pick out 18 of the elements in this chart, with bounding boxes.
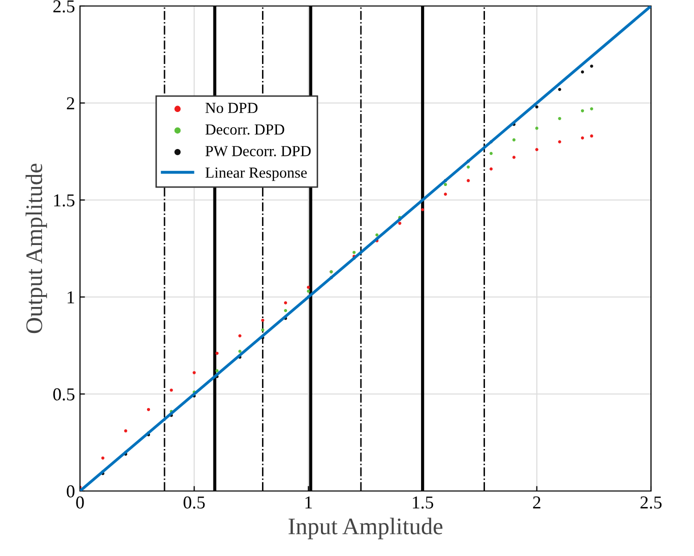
y-tick-label: 0 bbox=[66, 485, 74, 498]
y-tick-label: 2.5 bbox=[53, 0, 74, 13]
x-tick-label: 0 bbox=[76, 496, 84, 509]
x-tick-label: 1 bbox=[305, 496, 312, 508]
y-tick-label: 2 bbox=[66, 97, 74, 110]
x-tick-label: 1.5 bbox=[412, 496, 434, 509]
x-tick-label: 0.5 bbox=[184, 496, 205, 509]
legend-label: Decorr. DPD bbox=[205, 124, 284, 135]
y-axis-title: Output Amplitude bbox=[26, 164, 48, 334]
x-tick-label: 2 bbox=[533, 496, 540, 508]
x-axis-title: Input Amplitude bbox=[288, 518, 442, 540]
legend-label: No DPD bbox=[205, 102, 258, 114]
legend-label: Linear Response bbox=[205, 168, 307, 181]
legend-label: PW Decorr. DPD bbox=[205, 146, 311, 156]
x-tick-label: 2.5 bbox=[640, 496, 662, 509]
y-tick-label: 1 bbox=[68, 291, 74, 304]
y-tick-label: 1.5 bbox=[54, 194, 74, 207]
y-tick-label: 0.5 bbox=[53, 388, 74, 401]
